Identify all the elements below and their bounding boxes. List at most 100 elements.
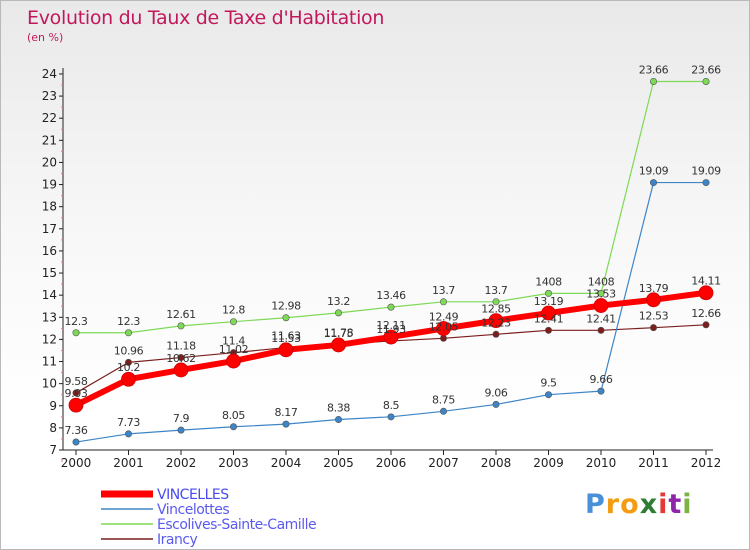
data-label: 8.38 (327, 401, 350, 414)
y-tick-label: 11 (42, 355, 57, 369)
data-point (331, 337, 346, 353)
data-point (282, 420, 290, 428)
data-point (541, 305, 556, 321)
data-point (702, 77, 710, 85)
data-point (488, 313, 504, 328)
data-point (173, 362, 189, 378)
data-point (177, 426, 185, 434)
data-point (282, 314, 290, 322)
data-point (125, 358, 133, 366)
legend-label: Irancy (157, 532, 198, 548)
data-point (226, 353, 241, 369)
y-tick-label: 22 (42, 111, 57, 125)
data-label: 11.75 (324, 327, 354, 340)
data-label: 13.53 (586, 288, 616, 301)
data-point (649, 324, 657, 332)
logo-letter: i (682, 489, 693, 520)
data-point (492, 330, 500, 338)
data-point (177, 354, 185, 362)
x-tick-label: 2010 (586, 456, 617, 470)
axes: 7 8 9 10 11 12 13 14 15 16 17 18 19 20 21 22 23 24 2000 200… (42, 67, 722, 470)
x-tick-label: 2002 (166, 456, 197, 470)
data-label: 1408 (535, 275, 562, 288)
data-label: 11.63 (271, 330, 301, 343)
x-tick-label: 2012 (691, 456, 722, 470)
data-label: 12.61 (166, 308, 196, 321)
data-label: 12.41 (586, 312, 616, 325)
data-point (649, 179, 657, 187)
data-label: 13.2 (327, 295, 350, 308)
x-tick-label: 2000 (61, 456, 92, 470)
data-label: 7.9 (173, 412, 190, 425)
data-label: 10.2 (117, 361, 140, 374)
data-label: 12.05 (429, 320, 459, 333)
data-point (387, 413, 395, 421)
data-label: 9.06 (485, 386, 508, 399)
data-label: 9.5 (540, 377, 557, 390)
data-label: 10.62 (166, 352, 196, 365)
data-label: 12.8 (222, 304, 245, 317)
data-point (492, 298, 500, 306)
data-point (121, 371, 136, 387)
data-label: 14.11 (691, 275, 721, 288)
data-label: 19.09 (639, 165, 669, 178)
data-point (387, 303, 395, 311)
data-point (72, 329, 80, 337)
proxiti-logo: Proxiti (585, 489, 693, 520)
data-label: 8.05 (222, 409, 245, 422)
data-label: 12.66 (691, 307, 721, 320)
data-point (177, 322, 185, 330)
y-tick-label: 21 (42, 133, 57, 147)
y-tick-label: 14 (42, 288, 57, 302)
data-point (597, 387, 605, 395)
x-tick-label: 2004 (271, 456, 302, 470)
data-label: 13.46 (376, 289, 406, 302)
data-label: 19.09 (691, 165, 721, 178)
data-point (544, 326, 552, 334)
data-label: 13.7 (432, 284, 455, 297)
data-point (72, 389, 80, 397)
x-tick-label: 2009 (533, 456, 564, 470)
data-label: 12.85 (481, 303, 511, 316)
data-label: 12.41 (534, 312, 564, 325)
series-lines (68, 77, 714, 446)
y-tick-label: 23 (42, 89, 57, 103)
data-point (383, 329, 399, 345)
data-point (593, 298, 609, 313)
data-point (125, 430, 133, 438)
data-point (334, 309, 342, 317)
logo-letter: x (639, 489, 659, 520)
data-label: 12.53 (639, 310, 669, 323)
data-point (649, 77, 657, 85)
logo-letter: P (585, 489, 606, 520)
data-label: 13.19 (534, 295, 564, 308)
data-point (439, 334, 447, 342)
data-label: 12.23 (481, 316, 511, 329)
data-label: 11.53 (271, 332, 301, 345)
data-label: 7.73 (117, 416, 140, 429)
x-tick-label: 2006 (376, 456, 407, 470)
legend-label: Escolives-Sainte-Camille (157, 517, 316, 533)
y-tick-label: 18 (42, 200, 57, 214)
y-tick-label: 20 (42, 155, 57, 169)
data-label: 1408 (588, 275, 615, 288)
data-label: 9.58 (65, 375, 88, 388)
logo-letter: r (605, 489, 621, 520)
data-label: 12.49 (429, 311, 459, 324)
data-label: 13.7 (485, 284, 508, 297)
legend-label: VINCELLES (157, 487, 229, 503)
chart-title: Evolution du Taux de Taxe d'Habitation (27, 7, 385, 29)
data-point (702, 321, 710, 329)
data-label: 23.66 (691, 63, 721, 76)
data-label: 11.78 (324, 326, 354, 339)
logo-letter: t (668, 489, 683, 520)
data-point (492, 400, 500, 408)
data-label: 12.3 (117, 315, 140, 328)
data-point (334, 415, 342, 423)
data-point (230, 423, 238, 431)
data-point (436, 321, 451, 336)
chart-subtitle: (en %) (27, 31, 64, 44)
